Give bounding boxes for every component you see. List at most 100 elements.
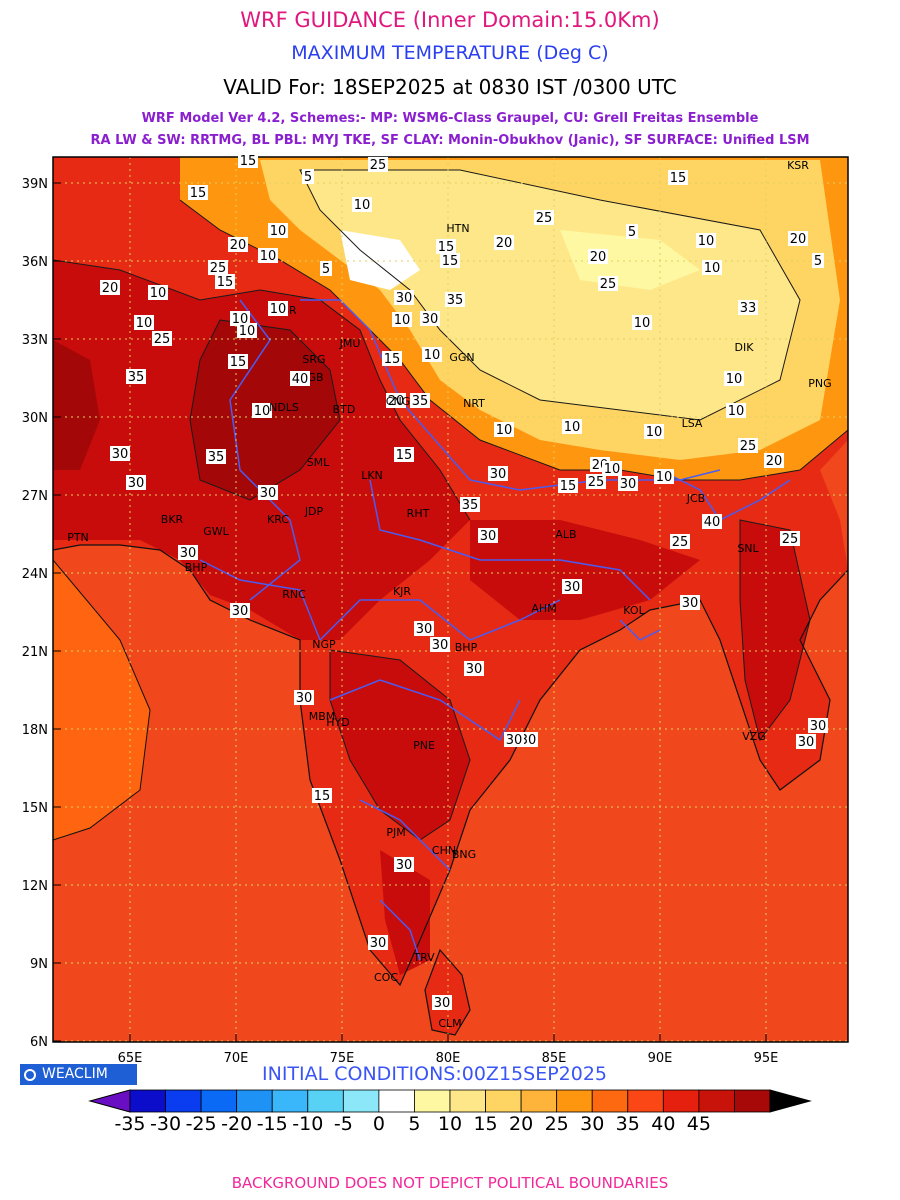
svg-text:5: 5 <box>304 170 312 185</box>
svg-text:BHP: BHP <box>455 641 478 654</box>
svg-text:CHN: CHN <box>432 844 456 857</box>
legend-swatch <box>165 1089 202 1113</box>
contour-label: 10 <box>644 424 664 440</box>
legend-swatch <box>591 1089 629 1113</box>
legend-label: 0 <box>373 1113 385 1135</box>
svg-text:10: 10 <box>150 286 167 301</box>
svg-text:40: 40 <box>704 515 721 530</box>
svg-text:LSA: LSA <box>682 417 703 430</box>
contour-label: 5 <box>302 169 314 185</box>
contour-label: TRV <box>412 951 435 964</box>
axes: 65E 70E 75E 80E 85E 90E 95E 39N 36N 33N 30N 27N 24N 2… <box>22 177 779 1066</box>
contour-label: KOL <box>623 604 645 617</box>
svg-text:35: 35 <box>128 370 145 385</box>
contour-label: JDP <box>304 505 324 518</box>
boundary-lines <box>199 299 791 961</box>
svg-text:10: 10 <box>260 249 277 264</box>
contour-label: 10 <box>494 422 514 438</box>
contour-label: 35 <box>206 449 226 465</box>
svg-text:HYD: HYD <box>326 716 349 729</box>
weaclim-logo: WEACLIM <box>20 1064 137 1085</box>
contour-label: PJM <box>386 826 405 839</box>
contour-label: LKN <box>361 469 383 482</box>
contour-label: CLM <box>438 1017 461 1030</box>
contour-label: 20 <box>228 237 248 253</box>
contour-label: 15 <box>382 351 402 367</box>
svg-text:30: 30 <box>396 291 413 306</box>
svg-text:15: 15 <box>442 254 459 269</box>
lon-tick-label: 70E <box>224 1051 249 1066</box>
legend-swatch <box>627 1089 664 1113</box>
svg-text:35: 35 <box>412 394 429 409</box>
contour-label: 10 <box>134 315 154 331</box>
svg-text:30: 30 <box>620 477 637 492</box>
initial-conditions: INITIAL CONDITIONS:00Z15SEP2025 <box>262 1063 608 1085</box>
contour-label: BHP <box>185 561 208 574</box>
legend-swatch <box>236 1089 273 1113</box>
contour-label: 30 <box>796 734 816 750</box>
contour-label: 25 <box>368 157 388 173</box>
svg-text:30: 30 <box>434 996 451 1011</box>
contour-label: 30 <box>294 690 314 706</box>
contour-label: 25 <box>598 276 618 292</box>
contour-label: 30 <box>178 545 198 561</box>
svg-text:30: 30 <box>232 604 249 619</box>
svg-text:30: 30 <box>416 622 433 637</box>
contour-label: 10 <box>268 301 288 317</box>
legend-arrow-low <box>88 1089 131 1113</box>
contour-label: SRG <box>302 353 325 366</box>
contour-label: 40 <box>290 371 310 387</box>
svg-text:10: 10 <box>239 324 256 339</box>
svg-text:15: 15 <box>560 479 577 494</box>
contour-label: 25 <box>586 474 606 490</box>
svg-text:35: 35 <box>208 450 225 465</box>
hot-zone-deccan <box>330 650 470 840</box>
contour-label: 10 <box>352 197 372 213</box>
legend-label: 5 <box>408 1113 420 1135</box>
contour-label: 25 <box>670 534 690 550</box>
svg-text:RNC: RNC <box>282 588 306 601</box>
svg-text:RHT: RHT <box>407 507 430 520</box>
contour-label: 10 <box>602 461 622 477</box>
contour-label: 30 <box>126 475 146 491</box>
coastline <box>53 544 848 987</box>
svg-text:10: 10 <box>270 302 287 317</box>
svg-text:15: 15 <box>190 186 207 201</box>
contour-label: 15 <box>436 239 456 255</box>
legend-swatch <box>556 1089 593 1113</box>
svg-text:10: 10 <box>656 470 673 485</box>
legend-swatch <box>342 1089 380 1113</box>
contour-label: 10 <box>392 312 412 328</box>
contour-label: MBM <box>309 710 336 723</box>
legend-swatch <box>129 1089 166 1113</box>
svg-text:LKN: LKN <box>361 469 383 482</box>
hot-zone-south <box>380 850 430 975</box>
svg-text:25: 25 <box>672 535 689 550</box>
svg-text:PTN: PTN <box>67 531 89 544</box>
svg-text:15: 15 <box>438 240 455 255</box>
svg-text:TRV: TRV <box>412 951 435 964</box>
contour-label: BKR <box>161 513 184 526</box>
svg-text:30: 30 <box>432 638 449 653</box>
svg-text:25: 25 <box>536 211 553 226</box>
svg-text:20: 20 <box>790 232 807 247</box>
graticule <box>53 157 848 1042</box>
svg-text:5: 5 <box>322 262 330 277</box>
svg-text:30: 30 <box>370 936 387 951</box>
contour-label: PNE <box>413 739 435 752</box>
svg-text:COC: COC <box>374 971 398 984</box>
contour-label: 35 <box>410 393 430 409</box>
model-config-line-1: WRF Model Ver 4.2, Schemes:- MP: WSM6-Cl… <box>141 111 759 126</box>
svg-text:40: 40 <box>292 372 309 387</box>
svg-text:30: 30 <box>564 580 581 595</box>
contour-label: 10 <box>237 323 257 339</box>
legend-swatch <box>271 1089 309 1113</box>
legend-label: 25 <box>545 1113 569 1135</box>
svg-text:KSR: KSR <box>787 159 809 172</box>
contour-label: 25 <box>738 438 758 454</box>
contour-label: 35 <box>445 292 465 308</box>
svg-text:20: 20 <box>102 281 119 296</box>
svg-text:MBM: MBM <box>309 710 336 723</box>
legend-label: 40 <box>651 1113 675 1135</box>
contour-label: 20 <box>588 249 608 265</box>
